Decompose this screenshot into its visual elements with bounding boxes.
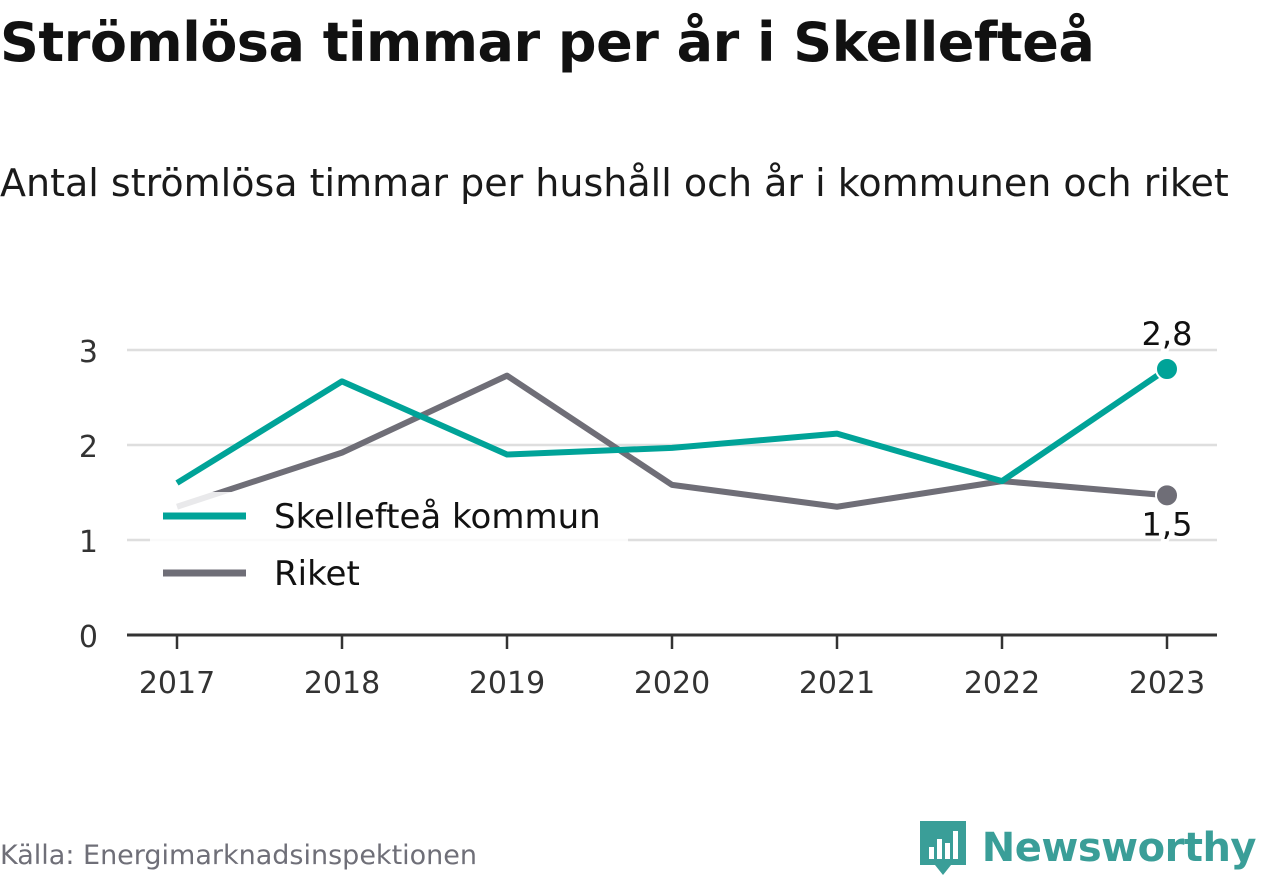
legend: Skellefteå kommun Riket bbox=[150, 492, 628, 618]
x-tick-label: 2020 bbox=[634, 666, 710, 701]
y-tick-label: 3 bbox=[79, 335, 98, 370]
y-tick-label: 0 bbox=[79, 620, 98, 655]
y-axis-tick-labels: 0 1 2 3 bbox=[79, 335, 98, 655]
brand-name: Newsworthy bbox=[981, 825, 1257, 871]
chart-subtitle: Antal strömlösa timmar per hushåll och å… bbox=[0, 161, 1229, 205]
x-axis: 2017 2018 2019 2020 2021 2022 2023 bbox=[127, 633, 1217, 701]
x-tick-label: 2023 bbox=[1129, 666, 1205, 701]
series-line-0 bbox=[175, 366, 1169, 486]
end-value-label: 2,8 bbox=[1142, 315, 1193, 353]
legend-label: Skellefteå kommun bbox=[274, 497, 601, 537]
chart-title: Strömlösa timmar per år i Skellefteå bbox=[0, 11, 1095, 74]
x-tick-label: 2021 bbox=[799, 666, 875, 701]
end-point-1 bbox=[1155, 483, 1179, 508]
series-line-1 bbox=[176, 372, 1168, 510]
x-tick-label: 2022 bbox=[964, 666, 1040, 701]
brand-logo: Newsworthy bbox=[918, 818, 1257, 878]
x-tick-label: 2017 bbox=[139, 666, 215, 701]
series-lines bbox=[175, 366, 1169, 510]
end-labels: 2,8 1,5 bbox=[1139, 312, 1196, 546]
x-tick-label: 2018 bbox=[304, 666, 380, 701]
end-point-0 bbox=[1155, 357, 1179, 381]
bar-chart-logo-icon bbox=[919, 821, 966, 875]
y-tick-label: 1 bbox=[79, 525, 98, 560]
x-tick-label: 2019 bbox=[469, 666, 545, 701]
line-chart: 0 1 2 3 2017 2018 2019 2020 2021 2022 2023 Skelle… bbox=[79, 312, 1217, 701]
legend-label: Riket bbox=[274, 554, 360, 594]
end-value-label: 1,5 bbox=[1142, 505, 1193, 543]
y-tick-label: 2 bbox=[79, 430, 98, 465]
source-note: Källa: Energimarknadsinspektionen bbox=[0, 840, 478, 871]
